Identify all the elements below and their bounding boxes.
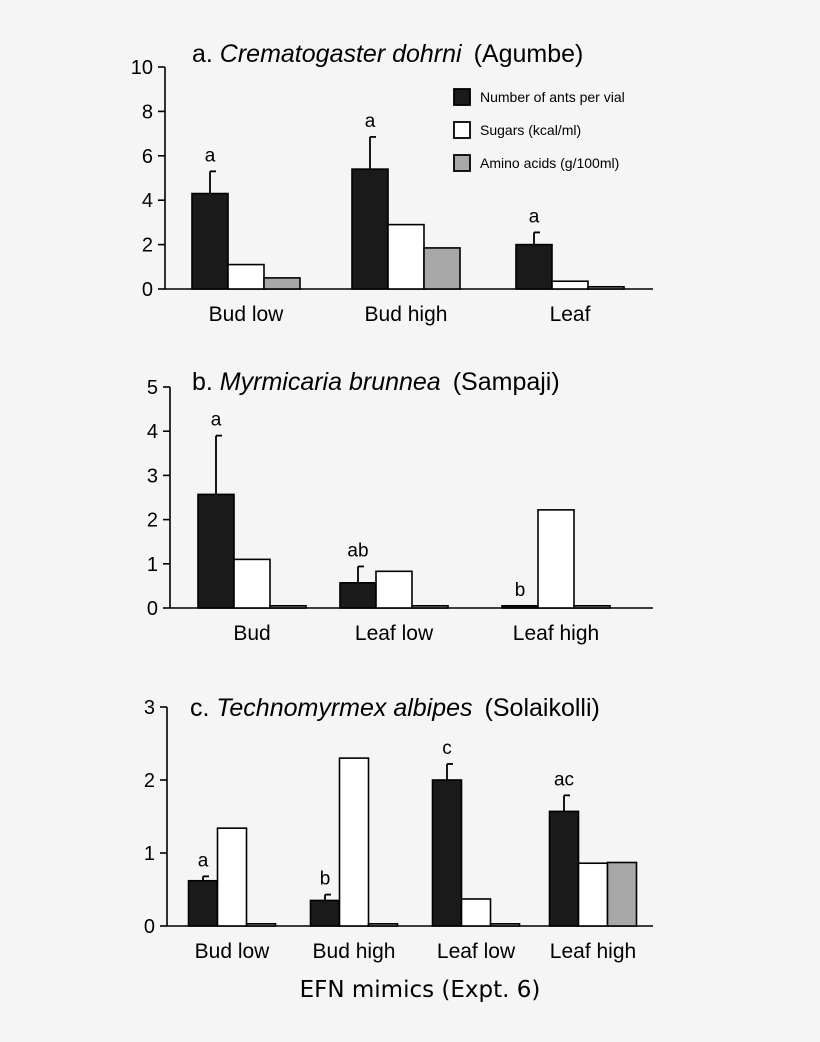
bar xyxy=(216,827,248,927)
legend-swatch xyxy=(453,88,471,106)
legend-label: Sugars (kcal/ml) xyxy=(480,122,581,138)
chart-panel-b: b. Myrmicaria brunnea (Sampaji) 0 1 2 3 4 5 a Bud… xyxy=(147,368,653,645)
bar xyxy=(351,168,389,290)
y-tick-label: 4 xyxy=(147,421,158,443)
category-label: Leaf high xyxy=(513,622,599,645)
bar xyxy=(187,879,219,927)
y-tick-label: 10 xyxy=(131,57,153,79)
legend-swatch xyxy=(453,121,471,139)
bar xyxy=(375,570,413,609)
category-label: Leaf low xyxy=(437,940,516,963)
bar xyxy=(573,604,611,609)
bar xyxy=(309,899,341,927)
y-tick-label: 0 xyxy=(147,598,158,620)
y-tick-label: 6 xyxy=(142,146,153,168)
y-tick-label: 2 xyxy=(147,510,158,532)
bar xyxy=(501,604,539,609)
title-species: Technomyrmex albipes xyxy=(216,694,472,722)
bar xyxy=(245,923,277,927)
title-site: (Sampaji) xyxy=(453,368,560,396)
chart-title: a. Crematogaster dohrni (Agumbe) xyxy=(192,40,583,68)
bar xyxy=(577,862,609,927)
category-label: Leaf low xyxy=(355,622,434,645)
title-species: Myrmicaria brunnea xyxy=(220,368,441,396)
bar xyxy=(367,923,399,927)
y-tick-label: 1 xyxy=(147,554,158,576)
category-label: Bud low xyxy=(195,940,271,963)
bar xyxy=(387,223,425,290)
y-tick-label: 5 xyxy=(147,377,158,399)
significance-letter: ac xyxy=(554,769,574,790)
chart-title: b. Myrmicaria brunnea (Sampaji) xyxy=(192,368,560,396)
bar xyxy=(197,493,235,609)
title-species: Crematogaster dohrni xyxy=(220,40,463,68)
legend: Number of ants per vial Sugars (kcal/ml) A… xyxy=(453,88,625,172)
category-label: Bud low xyxy=(209,303,285,326)
category-label: Bud xyxy=(233,622,270,645)
bar xyxy=(515,243,553,290)
chart-panel-c: c. Technomyrmex albipes (Solaikolli) 0 1 2 3 a… xyxy=(144,694,653,963)
bar xyxy=(431,779,463,927)
y-tick-label: 1 xyxy=(144,843,155,865)
category-label: Leaf xyxy=(550,303,591,326)
significance-letter: a xyxy=(529,206,540,227)
legend-label: Amino acids (g/100ml) xyxy=(480,155,619,171)
y-tick-label: 3 xyxy=(144,697,155,719)
chart-title: c. Technomyrmex albipes (Solaikolli) xyxy=(190,694,600,722)
y-tick-label: 0 xyxy=(144,916,155,938)
category-label: Bud high xyxy=(313,940,396,963)
y-tick-label: 2 xyxy=(144,770,155,792)
significance-letter: c xyxy=(442,738,452,759)
category-label: Bud high xyxy=(365,303,448,326)
bar xyxy=(548,810,580,927)
legend-swatch xyxy=(453,154,471,172)
y-tick-label: 0 xyxy=(142,279,153,301)
bar xyxy=(587,285,625,290)
bar xyxy=(338,757,370,927)
title-prefix: a. xyxy=(192,40,220,68)
legend-label: Number of ants per vial xyxy=(480,89,625,105)
significance-letter: a xyxy=(198,850,209,871)
significance-letter: a xyxy=(205,145,216,166)
significance-letter: a xyxy=(211,410,222,431)
title-prefix: c. xyxy=(190,694,216,722)
chart-panel-a: a. Crematogaster dohrni (Agumbe) 0 2 4 6 8 10 a B… xyxy=(131,40,653,326)
bar xyxy=(551,280,589,290)
y-tick-label: 3 xyxy=(147,465,158,487)
significance-letter: ab xyxy=(347,540,368,561)
y-tick-label: 2 xyxy=(142,235,153,257)
x-axis-title: EFN mimics (Expt. 6) xyxy=(300,977,541,1003)
y-tick-label: 8 xyxy=(142,101,153,123)
title-site: (Solaikolli) xyxy=(485,694,600,722)
title-site: (Agumbe) xyxy=(474,40,584,68)
bar xyxy=(339,582,377,609)
bar xyxy=(191,192,229,290)
bar xyxy=(460,898,492,927)
bar xyxy=(606,861,638,927)
bar xyxy=(269,604,307,609)
significance-letter: a xyxy=(365,111,376,132)
bar xyxy=(227,263,265,290)
bar xyxy=(411,604,449,609)
bar xyxy=(489,923,521,927)
bar xyxy=(263,277,301,290)
significance-letter: b xyxy=(515,580,526,601)
significance-letter: b xyxy=(320,869,331,890)
bar xyxy=(537,509,575,609)
bar xyxy=(423,247,461,290)
category-label: Leaf high xyxy=(550,940,636,963)
bar xyxy=(233,558,271,609)
y-tick-label: 4 xyxy=(142,190,153,212)
title-prefix: b. xyxy=(192,368,220,396)
